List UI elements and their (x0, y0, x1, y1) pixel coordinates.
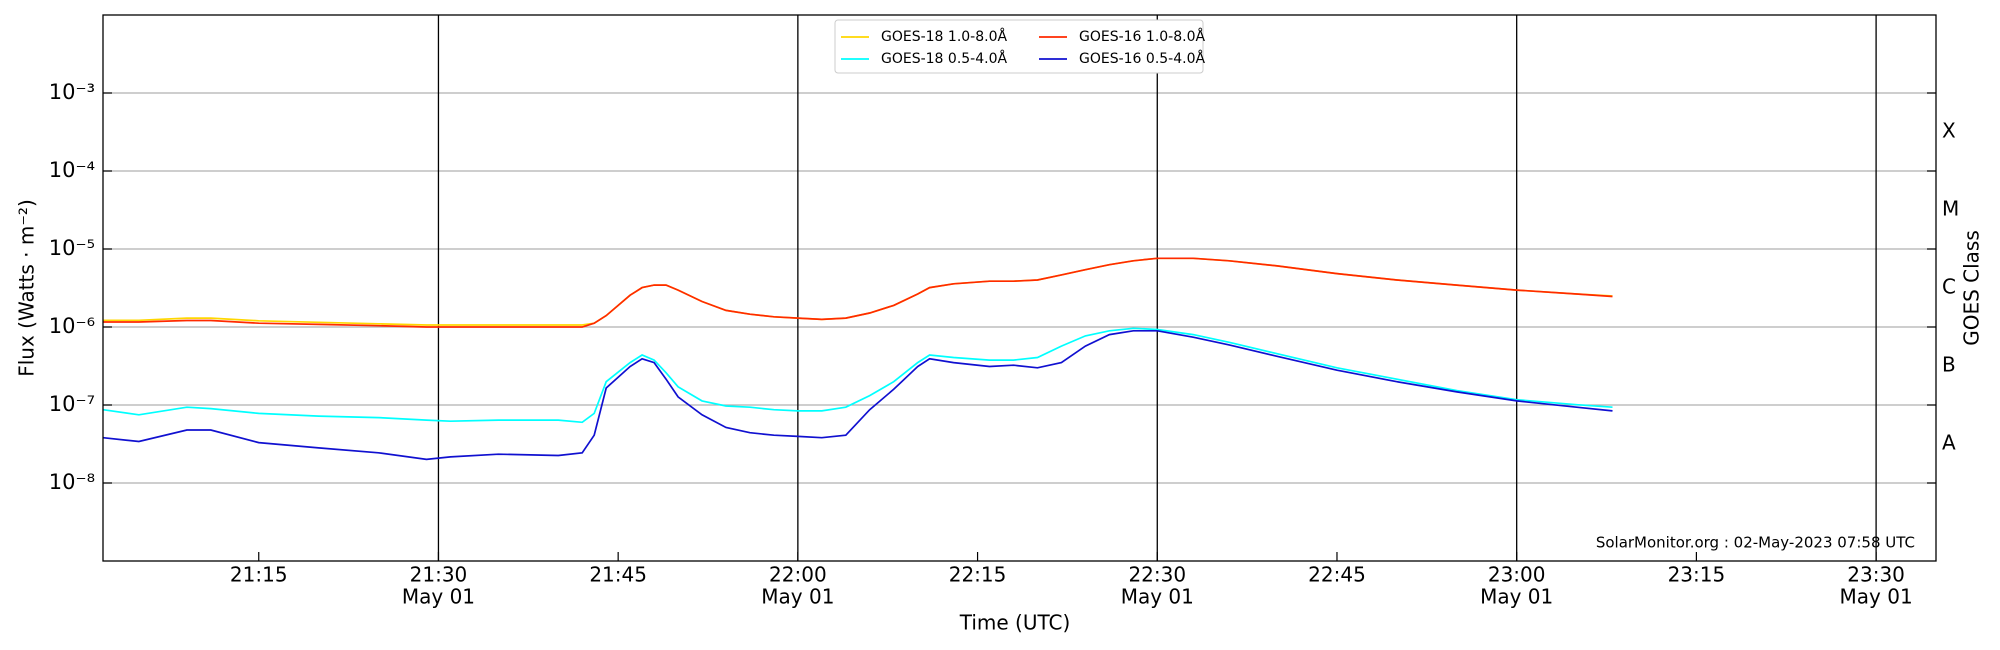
y-tick-label: 10⁻³ (49, 80, 95, 104)
x-tick-date: May 01 (1480, 585, 1553, 609)
x-tick-label: 22:15 (949, 563, 1007, 587)
x-tick-date: May 01 (761, 585, 834, 609)
x-tick-label: 21:45 (589, 563, 647, 587)
goes-class-label: C (1942, 275, 1956, 299)
plot-frame (102, 14, 1937, 562)
x-axis-label: Time (UTC) (959, 611, 1071, 635)
x-tick-label: 22:45 (1308, 563, 1366, 587)
x-tick-label: 21:30 (410, 563, 468, 587)
x-tick-date: May 01 (1840, 585, 1913, 609)
goes-class-label: B (1942, 353, 1956, 377)
y-tick-label: 10⁻⁶ (49, 314, 95, 338)
x-tick-label: 23:00 (1488, 563, 1546, 587)
legend-label: GOES-18 0.5-4.0Å (881, 50, 1007, 67)
annotation: SolarMonitor.org : 02-May-2023 07:58 UTC (1596, 534, 1915, 552)
legend-label: GOES-16 0.5-4.0Å (1079, 50, 1205, 67)
x-tick-label: 22:30 (1128, 563, 1186, 587)
series-line (102, 327, 1613, 424)
legend-box (834, 19, 1204, 74)
y2-axis-label: GOES Class (1960, 230, 1984, 346)
x-tick-label: 23:30 (1847, 563, 1905, 587)
x-tick-date: May 01 (1121, 585, 1194, 609)
legend-label: GOES-18 1.0-8.0Å (881, 28, 1007, 45)
x-tick-label: 22:00 (769, 563, 827, 587)
y-tick-label: 10⁻⁸ (49, 470, 95, 494)
x-tick-date: May 01 (402, 585, 475, 609)
y-tick-label: 10⁻⁵ (49, 236, 95, 260)
goes-class-label: X (1942, 119, 1956, 143)
series-line (102, 329, 1613, 461)
y-axis-label: Flux (Watts · m⁻²) (15, 199, 39, 377)
series-line (103, 257, 1613, 328)
legend-label: GOES-16 1.0-8.0Å (1079, 28, 1205, 45)
x-tick-label: 23:15 (1668, 563, 1726, 587)
x-tick-label: 21:15 (230, 563, 288, 587)
y-tick-label: 10⁻⁷ (49, 392, 95, 416)
goes-class-label: A (1942, 431, 1956, 455)
y-tick-label: 10⁻⁴ (49, 158, 95, 182)
goes-class-label: M (1942, 197, 1959, 221)
